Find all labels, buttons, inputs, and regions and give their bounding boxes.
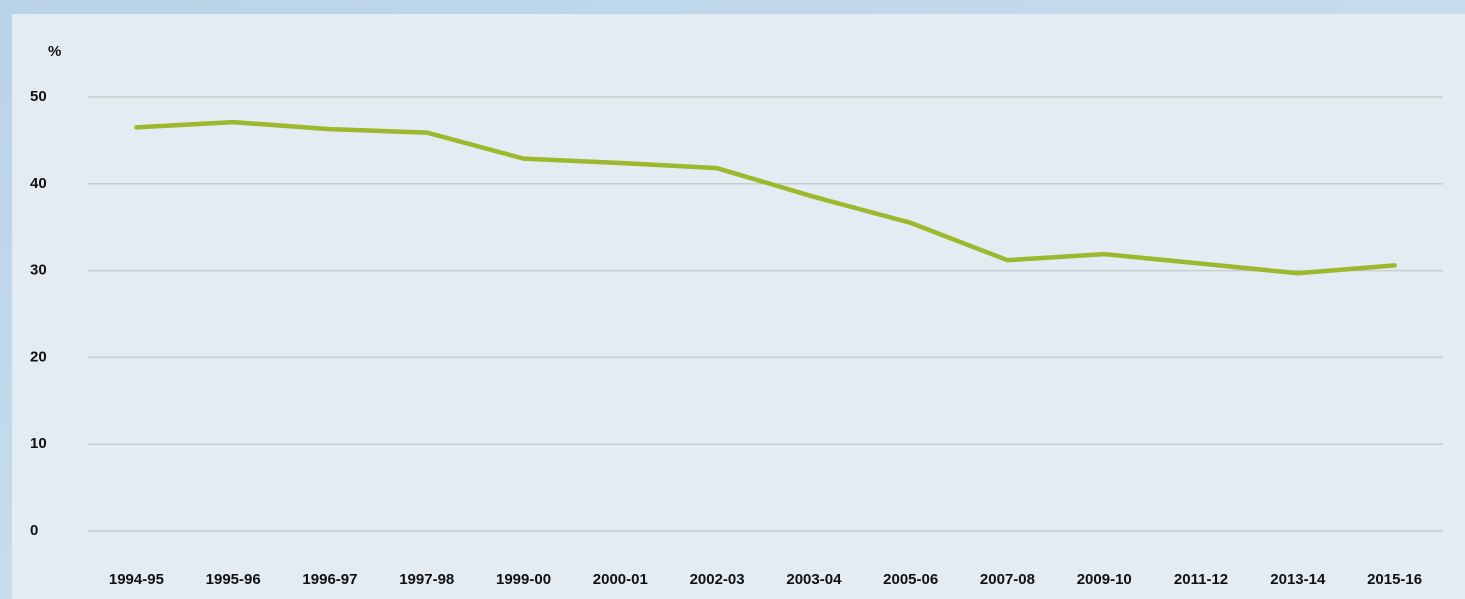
y-tick-label: 30 [30,262,47,279]
x-tick-label: 1995-96 [206,571,261,588]
x-tick-label: 2002-03 [690,571,745,588]
y-tick-label: 10 [30,435,47,452]
x-tick-label: 2009-10 [1077,571,1132,588]
y-tick-label: 40 [30,175,47,192]
x-tick-label: 1996-97 [302,571,357,588]
x-tick-label: 2015-16 [1367,571,1422,588]
y-tick-label: 20 [30,348,47,365]
x-tick-label: 1999-00 [496,571,551,588]
x-tick-label: 2003-04 [786,571,842,588]
y-tick-label: 0 [30,522,38,539]
x-tick-label: 1994-95 [109,571,164,588]
x-tick-label: 2013-14 [1270,571,1326,588]
y-tick-label: 50 [30,88,47,105]
x-tick-label: 2011-12 [1174,571,1228,588]
x-tick-label: 2007-08 [980,571,1035,588]
x-tick-label: 2000-01 [593,571,648,588]
y-axis-label: % [48,43,61,60]
data-line [134,119,1397,276]
plot-panel [12,14,1465,599]
x-tick-label: 1997-98 [399,571,454,588]
x-tick-label: 2005-06 [883,571,938,588]
